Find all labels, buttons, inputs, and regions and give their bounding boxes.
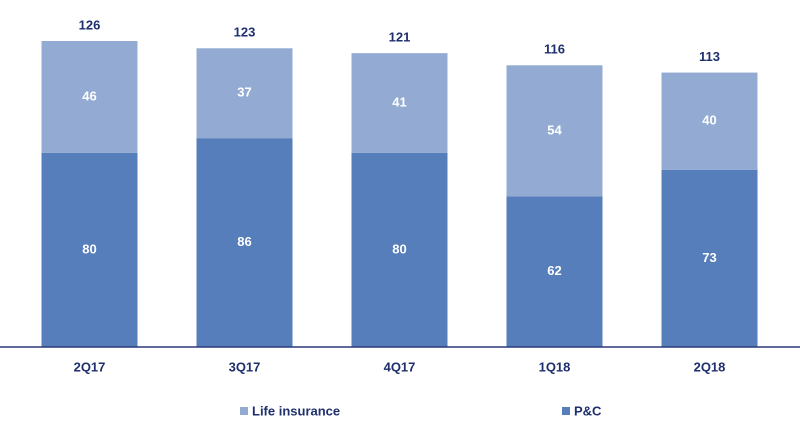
total-label: 113 [699, 49, 720, 64]
legend-label: Life insurance [252, 403, 340, 418]
legend-swatch [562, 407, 570, 415]
segment-label: 40 [702, 113, 716, 128]
segment-label: 54 [547, 122, 562, 137]
segment-label: 73 [702, 250, 716, 265]
x-tick-label: 4Q17 [384, 359, 416, 374]
segment-label: 86 [237, 234, 251, 249]
bar-segment [661, 72, 758, 170]
x-tick-label: 3Q17 [229, 359, 261, 374]
segment-label: 37 [237, 85, 251, 100]
bar-segment [41, 41, 138, 153]
segment-label: 80 [392, 241, 406, 256]
bar-segment [41, 152, 138, 347]
total-label: 116 [544, 42, 565, 57]
segment-label: 41 [392, 94, 406, 109]
x-tick-label: 2Q18 [694, 359, 726, 374]
segment-label: 80 [82, 241, 96, 256]
total-label: 126 [79, 17, 101, 32]
bar-segment [661, 169, 758, 347]
bar-segment [506, 196, 603, 347]
x-tick-label: 2Q17 [74, 359, 106, 374]
segment-label: 62 [547, 263, 561, 278]
x-tick-label: 1Q18 [539, 359, 571, 374]
total-label: 123 [234, 25, 256, 40]
bar-segment [351, 53, 448, 153]
bar-segment [506, 65, 603, 197]
bar-segment [196, 48, 293, 139]
legend-label: P&C [574, 403, 602, 418]
segment-label: 46 [82, 88, 96, 103]
legend-swatch [240, 407, 248, 415]
bar-segment [196, 138, 293, 347]
bar-segment [351, 152, 448, 347]
total-label: 121 [389, 30, 411, 45]
